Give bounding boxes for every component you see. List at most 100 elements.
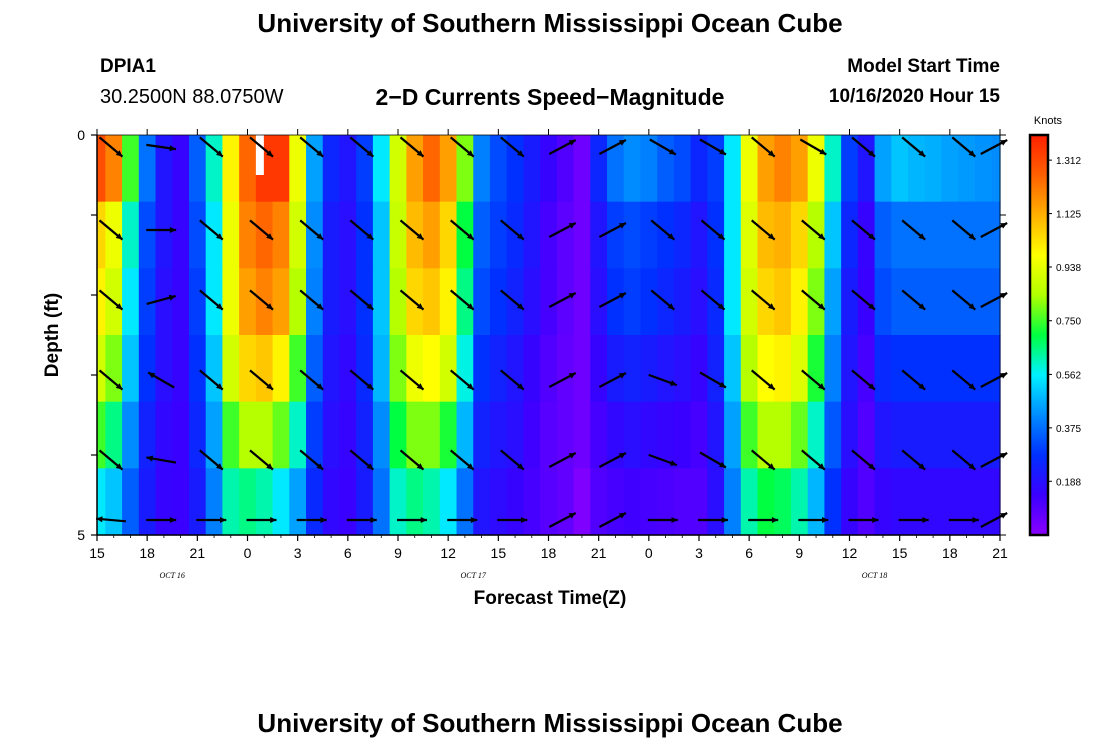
date-label: OCT 17 (460, 571, 486, 580)
current-vector (399, 289, 425, 311)
heatmap-cell (841, 268, 859, 336)
heatmap-cell (306, 468, 324, 536)
current-vector (700, 219, 726, 241)
current-vector (497, 517, 528, 523)
current-vector (249, 449, 274, 471)
current-vector (648, 453, 678, 467)
heatmap-cell (523, 268, 541, 336)
vector-head (517, 383, 524, 390)
vector-head (115, 233, 123, 240)
heatmap-cell (105, 468, 123, 536)
current-vector (449, 219, 475, 241)
heatmap-cell (657, 201, 675, 269)
vector-head (767, 150, 775, 157)
vector-head (1000, 223, 1008, 229)
heatmap-cell (105, 401, 123, 469)
heatmap-cell (289, 335, 307, 403)
heatmap-cell (473, 268, 491, 336)
x-tick-label: 12 (440, 545, 456, 561)
heatmap-cell (423, 468, 441, 536)
vector-head (568, 513, 576, 519)
current-vector (96, 516, 126, 523)
vector-head (818, 303, 825, 310)
heatmap-cell (690, 135, 708, 203)
heatmap-cell (322, 468, 341, 536)
vector-head (148, 372, 156, 379)
current-vector (246, 517, 277, 523)
heatmap-cell (924, 468, 943, 536)
heatmap-cell (289, 268, 307, 336)
heatmap-cell (740, 135, 759, 203)
current-vector (299, 219, 324, 241)
x-tick-label: 9 (394, 545, 402, 561)
heatmap-cell (255, 335, 274, 403)
vector-head (922, 517, 929, 523)
heatmap-cell (456, 468, 474, 536)
heatmap-cell (891, 268, 909, 336)
vector-head (767, 303, 775, 310)
current-vector (548, 292, 577, 308)
colorbar-gradient (1028, 133, 1050, 537)
current-vector (598, 452, 627, 468)
current-vector (199, 289, 224, 311)
heatmap-cell (958, 201, 976, 269)
current-vector (851, 136, 876, 158)
heatmap-cell (740, 468, 759, 536)
heatmap-cell (623, 268, 642, 336)
x-tick-label: 0 (645, 545, 653, 561)
heatmap-cell (122, 335, 140, 403)
current-vector (700, 289, 726, 311)
heatmap-cell (222, 135, 240, 203)
heatmap-cell (356, 201, 374, 269)
current-vector (598, 139, 627, 155)
current-vector (249, 369, 274, 391)
vector-head (370, 517, 377, 523)
heatmap-cell (239, 401, 257, 469)
heatmap-cell (540, 335, 558, 403)
heatmap-cell (473, 335, 491, 403)
heatmap-cell (506, 335, 525, 403)
vector-head (918, 150, 926, 157)
heatmap-cell (473, 135, 491, 203)
heatmap-cell (155, 401, 173, 469)
heatmap-cell (155, 201, 173, 269)
current-vector (399, 219, 425, 241)
x-tick-label: 3 (695, 545, 703, 561)
heatmap-cell (974, 135, 993, 203)
vector-head (416, 303, 424, 310)
heatmap-cell (272, 201, 290, 269)
current-vector (548, 452, 577, 468)
heatmap-cell (97, 401, 106, 469)
heatmap-cell (556, 335, 575, 403)
heatmap-cell (673, 468, 692, 536)
current-vector (199, 136, 224, 158)
heatmap-cell (489, 335, 508, 403)
current-vector (449, 289, 475, 311)
current-vector (199, 449, 224, 471)
current-vector (500, 136, 525, 158)
heatmap-cell (757, 401, 775, 469)
vector-head (667, 233, 675, 240)
colorbar-tick-label: 0.188 (1056, 477, 1081, 488)
current-vector (449, 449, 475, 471)
current-vector (901, 219, 926, 241)
current-vector (748, 517, 779, 523)
x-tick-label: 18 (541, 545, 557, 561)
heatmap-cell (657, 335, 675, 403)
current-vector (296, 517, 327, 523)
heatmap-cell (272, 268, 290, 336)
vector-head (771, 517, 779, 523)
heatmap-cell (289, 201, 307, 269)
heatmap-cell (707, 468, 725, 536)
heatmap-cell (289, 401, 307, 469)
heatmap-cell (138, 335, 157, 403)
heatmap-cell (239, 335, 257, 403)
current-vector (901, 289, 926, 311)
vector-head (1000, 293, 1008, 299)
colorbar-tick-label: 0.750 (1056, 317, 1081, 328)
current-vector (901, 449, 926, 471)
current-vector (548, 222, 577, 238)
vector-head (466, 233, 474, 240)
heatmap-cell (790, 268, 809, 336)
